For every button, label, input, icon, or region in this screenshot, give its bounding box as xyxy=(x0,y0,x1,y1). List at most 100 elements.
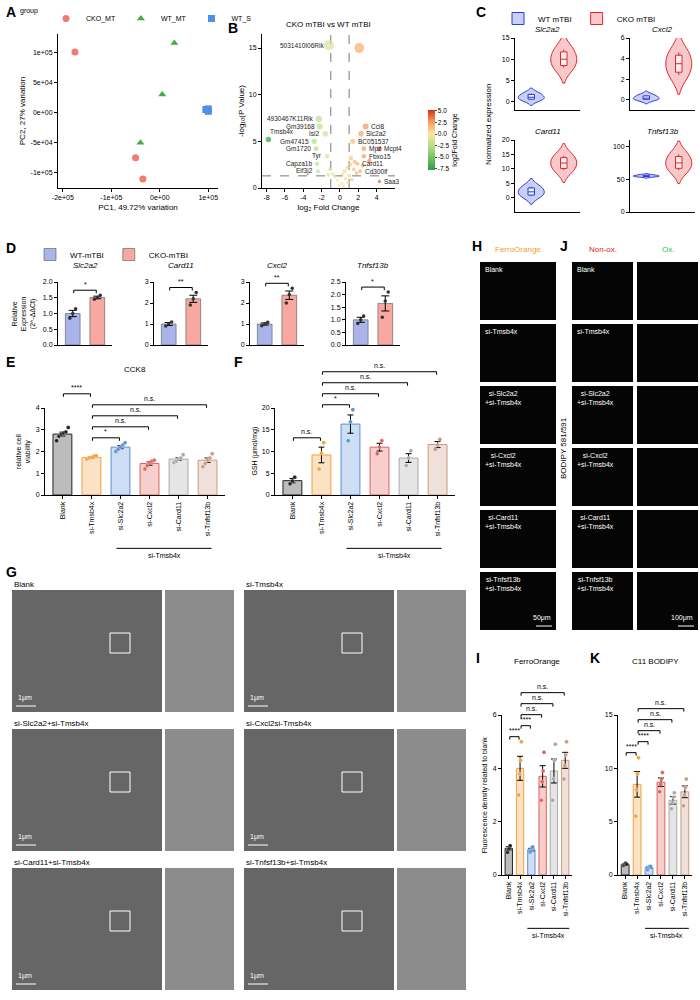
svg-text:si-Tmsb4x: si-Tmsb4x xyxy=(516,881,523,914)
svg-text:si-Slc2a2: si-Slc2a2 xyxy=(645,882,652,911)
svg-text:Gm47415: Gm47415 xyxy=(280,138,309,145)
svg-text:6: 6 xyxy=(493,711,497,718)
svg-text:1μm: 1μm xyxy=(250,833,264,841)
svg-text:****: **** xyxy=(626,743,637,750)
svg-text:WT mTBI: WT mTBI xyxy=(538,15,572,24)
svg-text:n.s.: n.s. xyxy=(374,362,385,369)
svg-text:0e+00: 0e+00 xyxy=(33,109,53,116)
svg-text:Non-ox.: Non-ox. xyxy=(589,245,617,254)
svg-text:BC051537: BC051537 xyxy=(358,138,389,145)
svg-text:FerroOrange: FerroOrange xyxy=(514,657,560,666)
svg-text:****: **** xyxy=(509,727,520,734)
svg-text:0.5: 0.5 xyxy=(43,326,53,333)
svg-text:3: 3 xyxy=(145,278,149,285)
svg-text:n.s.: n.s. xyxy=(345,384,356,391)
svg-text:F: F xyxy=(234,354,243,370)
svg-text:5e+04: 5e+04 xyxy=(33,79,53,86)
svg-text:2: 2 xyxy=(241,299,245,306)
svg-text:Saa3: Saa3 xyxy=(384,178,400,185)
svg-text:CKO mTBI: CKO mTBI xyxy=(617,15,656,24)
svg-text:Blank: Blank xyxy=(289,501,296,519)
svg-text:PC1, 49.72% variation: PC1, 49.72% variation xyxy=(98,203,178,212)
svg-text:si-Cxcl2: si-Cxcl2 xyxy=(539,882,546,907)
svg-text:4: 4 xyxy=(375,194,379,201)
svg-text:1μm: 1μm xyxy=(18,833,32,841)
svg-text:-2: -2 xyxy=(319,194,325,201)
svg-text:si-Slc2a2+si-Tmsb4x: si-Slc2a2+si-Tmsb4x xyxy=(577,390,614,406)
svg-text:n.s.: n.s. xyxy=(115,417,126,424)
svg-text:si-Card11+si-Tmsb4x: si-Card11+si-Tmsb4x xyxy=(577,514,614,530)
svg-text:E: E xyxy=(6,354,15,370)
svg-text:4930467K11Rik: 4930467K11Rik xyxy=(267,115,314,122)
svg-text:3: 3 xyxy=(241,278,245,285)
svg-text:si-Tmsb4x: si-Tmsb4x xyxy=(577,328,610,335)
svg-text:Slc2a2: Slc2a2 xyxy=(73,261,98,270)
svg-text:2.0: 2.0 xyxy=(331,291,341,298)
svg-text:si-Cxcl2: si-Cxcl2 xyxy=(657,882,664,907)
svg-text:-2e+05: -2e+05 xyxy=(52,194,74,201)
svg-text:Tmsb4x: Tmsb4x xyxy=(270,128,294,135)
svg-text:10: 10 xyxy=(249,91,257,98)
svg-text:si-Tnfsf13b: si-Tnfsf13b xyxy=(204,502,211,537)
svg-text:0.0: 0.0 xyxy=(331,341,341,348)
svg-text:I: I xyxy=(476,650,480,666)
svg-text:0: 0 xyxy=(36,491,40,498)
svg-text:Cxcl2: Cxcl2 xyxy=(652,25,673,34)
svg-text:2.5: 2.5 xyxy=(331,278,341,285)
svg-text:si-Tnfsf13b+si-Tmsb4x: si-Tnfsf13b+si-Tmsb4x xyxy=(577,576,614,592)
svg-text:log2Fold Change: log2Fold Change xyxy=(451,113,459,166)
svg-text:Ccl8: Ccl8 xyxy=(371,123,384,130)
svg-text:0: 0 xyxy=(253,184,257,191)
svg-text:n.s.: n.s. xyxy=(130,406,141,413)
svg-text:1e+05: 1e+05 xyxy=(33,49,53,56)
svg-text:J: J xyxy=(560,238,568,254)
svg-text:10: 10 xyxy=(605,765,613,772)
svg-text:Capza1b: Capza1b xyxy=(286,160,312,168)
svg-text:0: 0 xyxy=(621,208,625,215)
svg-text:*: * xyxy=(104,428,107,435)
svg-text:n.s.: n.s. xyxy=(532,694,543,701)
svg-text:1: 1 xyxy=(36,470,40,477)
svg-text:6: 6 xyxy=(621,34,625,41)
svg-text:****: **** xyxy=(71,384,82,391)
svg-text:-8: -8 xyxy=(263,194,269,201)
svg-text:si-Tnfsf13b+si-Tmsb4x: si-Tnfsf13b+si-Tmsb4x xyxy=(485,576,522,592)
svg-text:-7.5: -7.5 xyxy=(438,165,450,172)
svg-text:n.s.: n.s. xyxy=(526,705,537,712)
svg-text:Mpz: Mpz xyxy=(369,145,381,153)
svg-text:si-Slc2a2+si-Tmsb4x: si-Slc2a2+si-Tmsb4x xyxy=(485,390,522,406)
svg-text:****: **** xyxy=(638,732,649,739)
svg-text:2: 2 xyxy=(36,448,40,455)
svg-text:si-Card11: si-Card11 xyxy=(175,502,182,532)
svg-text:si-Tmsb4x: si-Tmsb4x xyxy=(650,932,683,939)
svg-text:WT_S: WT_S xyxy=(232,15,252,23)
svg-text:si-Cxcl2: si-Cxcl2 xyxy=(146,502,153,527)
svg-text:PC2, 27% variation: PC2, 27% variation xyxy=(18,77,27,145)
svg-text:5: 5 xyxy=(266,470,270,477)
svg-text:Blank: Blank xyxy=(505,881,512,899)
svg-text:Tnfsf13b: Tnfsf13b xyxy=(647,127,679,136)
svg-text:H: H xyxy=(472,238,482,254)
svg-text:100μm: 100μm xyxy=(671,614,693,622)
svg-text:0: 0 xyxy=(338,194,342,201)
svg-text:Mcpt4: Mcpt4 xyxy=(384,145,402,153)
svg-text:-1e+05: -1e+05 xyxy=(100,194,122,201)
svg-text:Fluorescence density related t: Fluorescence density related to blank xyxy=(481,737,489,853)
svg-text:FerroOrange: FerroOrange xyxy=(495,245,541,254)
svg-text:Blank: Blank xyxy=(59,501,66,519)
svg-text:1: 1 xyxy=(145,320,149,327)
svg-text:1.0: 1.0 xyxy=(331,316,341,323)
svg-text:0: 0 xyxy=(621,96,625,103)
svg-text:si-Card11+si-Tmsb4x: si-Card11+si-Tmsb4x xyxy=(14,858,90,867)
svg-text:Gm1720: Gm1720 xyxy=(286,145,311,152)
svg-text:2: 2 xyxy=(356,194,360,201)
svg-text:si-Card11+si-Tmsb4x: si-Card11+si-Tmsb4x xyxy=(485,514,522,530)
svg-text:0: 0 xyxy=(241,341,245,348)
svg-text:CKO mTBI vs WT mTBI: CKO mTBI vs WT mTBI xyxy=(286,20,371,29)
svg-text:4: 4 xyxy=(493,765,497,772)
svg-text:relative cellviability: relative cellviability xyxy=(15,434,32,469)
svg-text:2.5: 2.5 xyxy=(438,119,447,126)
svg-text:si-Cxcl2si-Tmsb4x: si-Cxcl2si-Tmsb4x xyxy=(246,719,311,728)
svg-text:log₂ Fold Change: log₂ Fold Change xyxy=(298,203,360,212)
svg-text:Card11: Card11 xyxy=(362,160,383,167)
